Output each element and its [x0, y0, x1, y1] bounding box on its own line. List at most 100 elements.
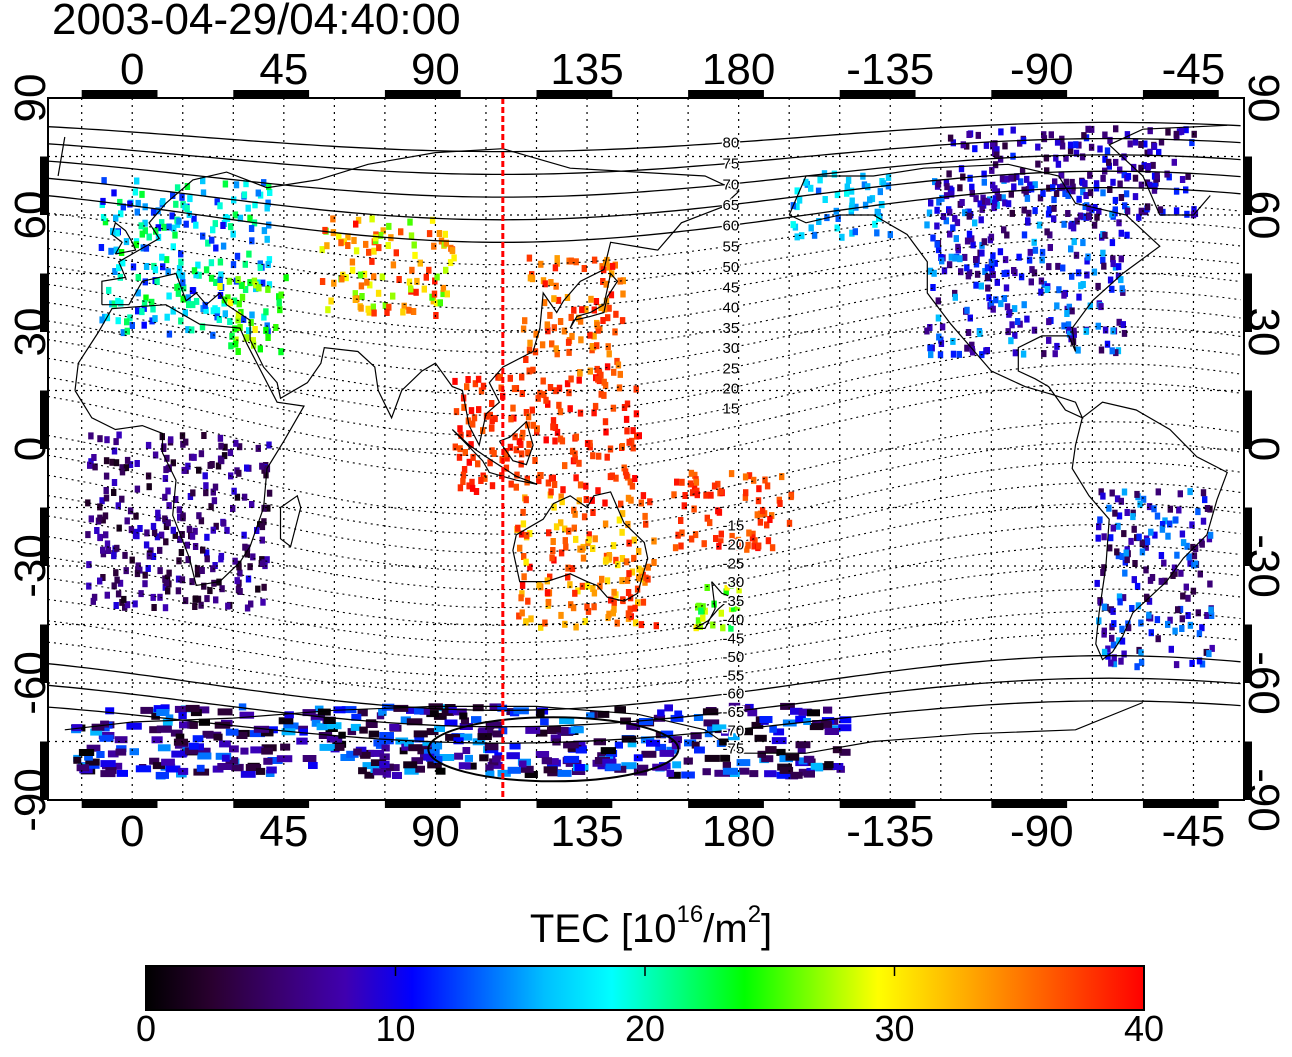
- lat-tick-left: -90: [6, 768, 55, 832]
- tec-cell: [1031, 269, 1038, 277]
- tec-cell: [1100, 174, 1106, 182]
- axis-bar-segment: [233, 800, 310, 808]
- axis-bar-segment: [40, 624, 48, 683]
- tec-cell: [1119, 553, 1125, 560]
- tec-cell: [1138, 658, 1145, 666]
- tec-cell: [1010, 152, 1016, 160]
- tec-cell: [584, 440, 591, 447]
- tec-cell: [1006, 310, 1012, 318]
- tec-cell: [558, 549, 565, 557]
- tec-cell: [1026, 209, 1032, 217]
- tec-cell: [704, 754, 720, 762]
- tec-cell: [675, 531, 681, 539]
- tec-cell: [217, 276, 223, 284]
- tec-cell: [127, 200, 133, 208]
- tec-cell: [556, 401, 562, 409]
- tec-cell: [389, 723, 400, 731]
- lat-tick-left: -30: [6, 534, 55, 598]
- tec-cell: [534, 425, 540, 433]
- tec-cell: [1071, 327, 1077, 335]
- tec-cell: [1164, 170, 1170, 178]
- tec-cell: [576, 376, 582, 384]
- tec-cell: [975, 131, 981, 139]
- tec-cell: [386, 303, 392, 311]
- tec-cell: [128, 526, 135, 534]
- tec-cell: [151, 736, 163, 744]
- tec-cell: [283, 274, 289, 282]
- tec-cell: [451, 254, 457, 262]
- tec-cell: [1140, 495, 1147, 503]
- tec-cell: [106, 286, 112, 294]
- tec-cell: [1134, 582, 1141, 590]
- tec-cell: [278, 348, 284, 356]
- tec-colorbar: [145, 965, 1145, 1011]
- tec-cell: [558, 493, 564, 501]
- tec-cell: [651, 559, 657, 566]
- tec-cell: [947, 208, 953, 216]
- tec-cell: [254, 527, 260, 534]
- tec-cell: [211, 579, 217, 587]
- tec-cell: [527, 339, 533, 347]
- contour-line: [48, 220, 1241, 288]
- tec-cell: [865, 183, 871, 191]
- tec-cell: [203, 482, 209, 490]
- tec-cell: [991, 199, 998, 207]
- tec-cell: [567, 405, 573, 413]
- tec-cell: [1061, 322, 1067, 330]
- tec-cell: [569, 332, 575, 340]
- axis-bar-segment: [991, 90, 1068, 98]
- tec-cell: [1085, 253, 1091, 261]
- tec-cell: [472, 704, 484, 712]
- tec-cell: [1068, 245, 1074, 253]
- tec-cell: [192, 527, 198, 535]
- tec-cell: [414, 735, 425, 743]
- tec-cell: [266, 183, 272, 191]
- tec-cell: [681, 502, 687, 510]
- tec-cell: [255, 585, 261, 593]
- tec-cell: [503, 464, 510, 472]
- tec-cell: [595, 326, 601, 334]
- axis-bar-segment: [1244, 741, 1252, 800]
- tec-cell: [849, 202, 855, 210]
- tec-cell: [177, 535, 183, 543]
- tec-cell: [219, 457, 225, 465]
- tec-cell: [408, 232, 415, 240]
- tec-cell: [462, 747, 471, 754]
- contour-line: [48, 610, 1241, 678]
- tec-cell: [751, 542, 757, 550]
- lat-tick-right: 90: [1239, 74, 1288, 123]
- tec-cell: [526, 346, 533, 354]
- tec-cell: [423, 749, 440, 757]
- tec-cell: [790, 771, 803, 779]
- tec-cell: [222, 443, 228, 451]
- tec-cell: [754, 511, 760, 519]
- tec-cell: [593, 738, 606, 746]
- tec-cell: [211, 497, 218, 505]
- tec-cell: [512, 433, 518, 441]
- tec-cell: [369, 257, 375, 265]
- tec-cell: [245, 764, 262, 771]
- tec-cell: [150, 553, 157, 560]
- tec-cell: [1088, 143, 1095, 151]
- tec-cell: [408, 285, 414, 293]
- tec-cell: [946, 170, 952, 178]
- tec-cell: [110, 762, 123, 770]
- tec-cell: [115, 748, 127, 756]
- tec-cell: [426, 230, 433, 238]
- tec-cell: [171, 750, 187, 758]
- tec-cell: [179, 272, 186, 280]
- tec-cell: [824, 728, 839, 735]
- tec-cell: [589, 496, 595, 504]
- tec-cell: [485, 770, 495, 778]
- tec-cell: [1094, 579, 1100, 587]
- tec-cell: [616, 516, 623, 524]
- tec-cell: [737, 595, 743, 603]
- tec-cell: [586, 531, 592, 539]
- tec-cell: [426, 710, 439, 718]
- tec-cell: [795, 741, 811, 749]
- tec-cell: [108, 247, 114, 255]
- tec-cell: [1110, 607, 1116, 615]
- tec-cell: [357, 709, 368, 717]
- tec-cell: [966, 208, 972, 216]
- tec-cell: [523, 618, 529, 626]
